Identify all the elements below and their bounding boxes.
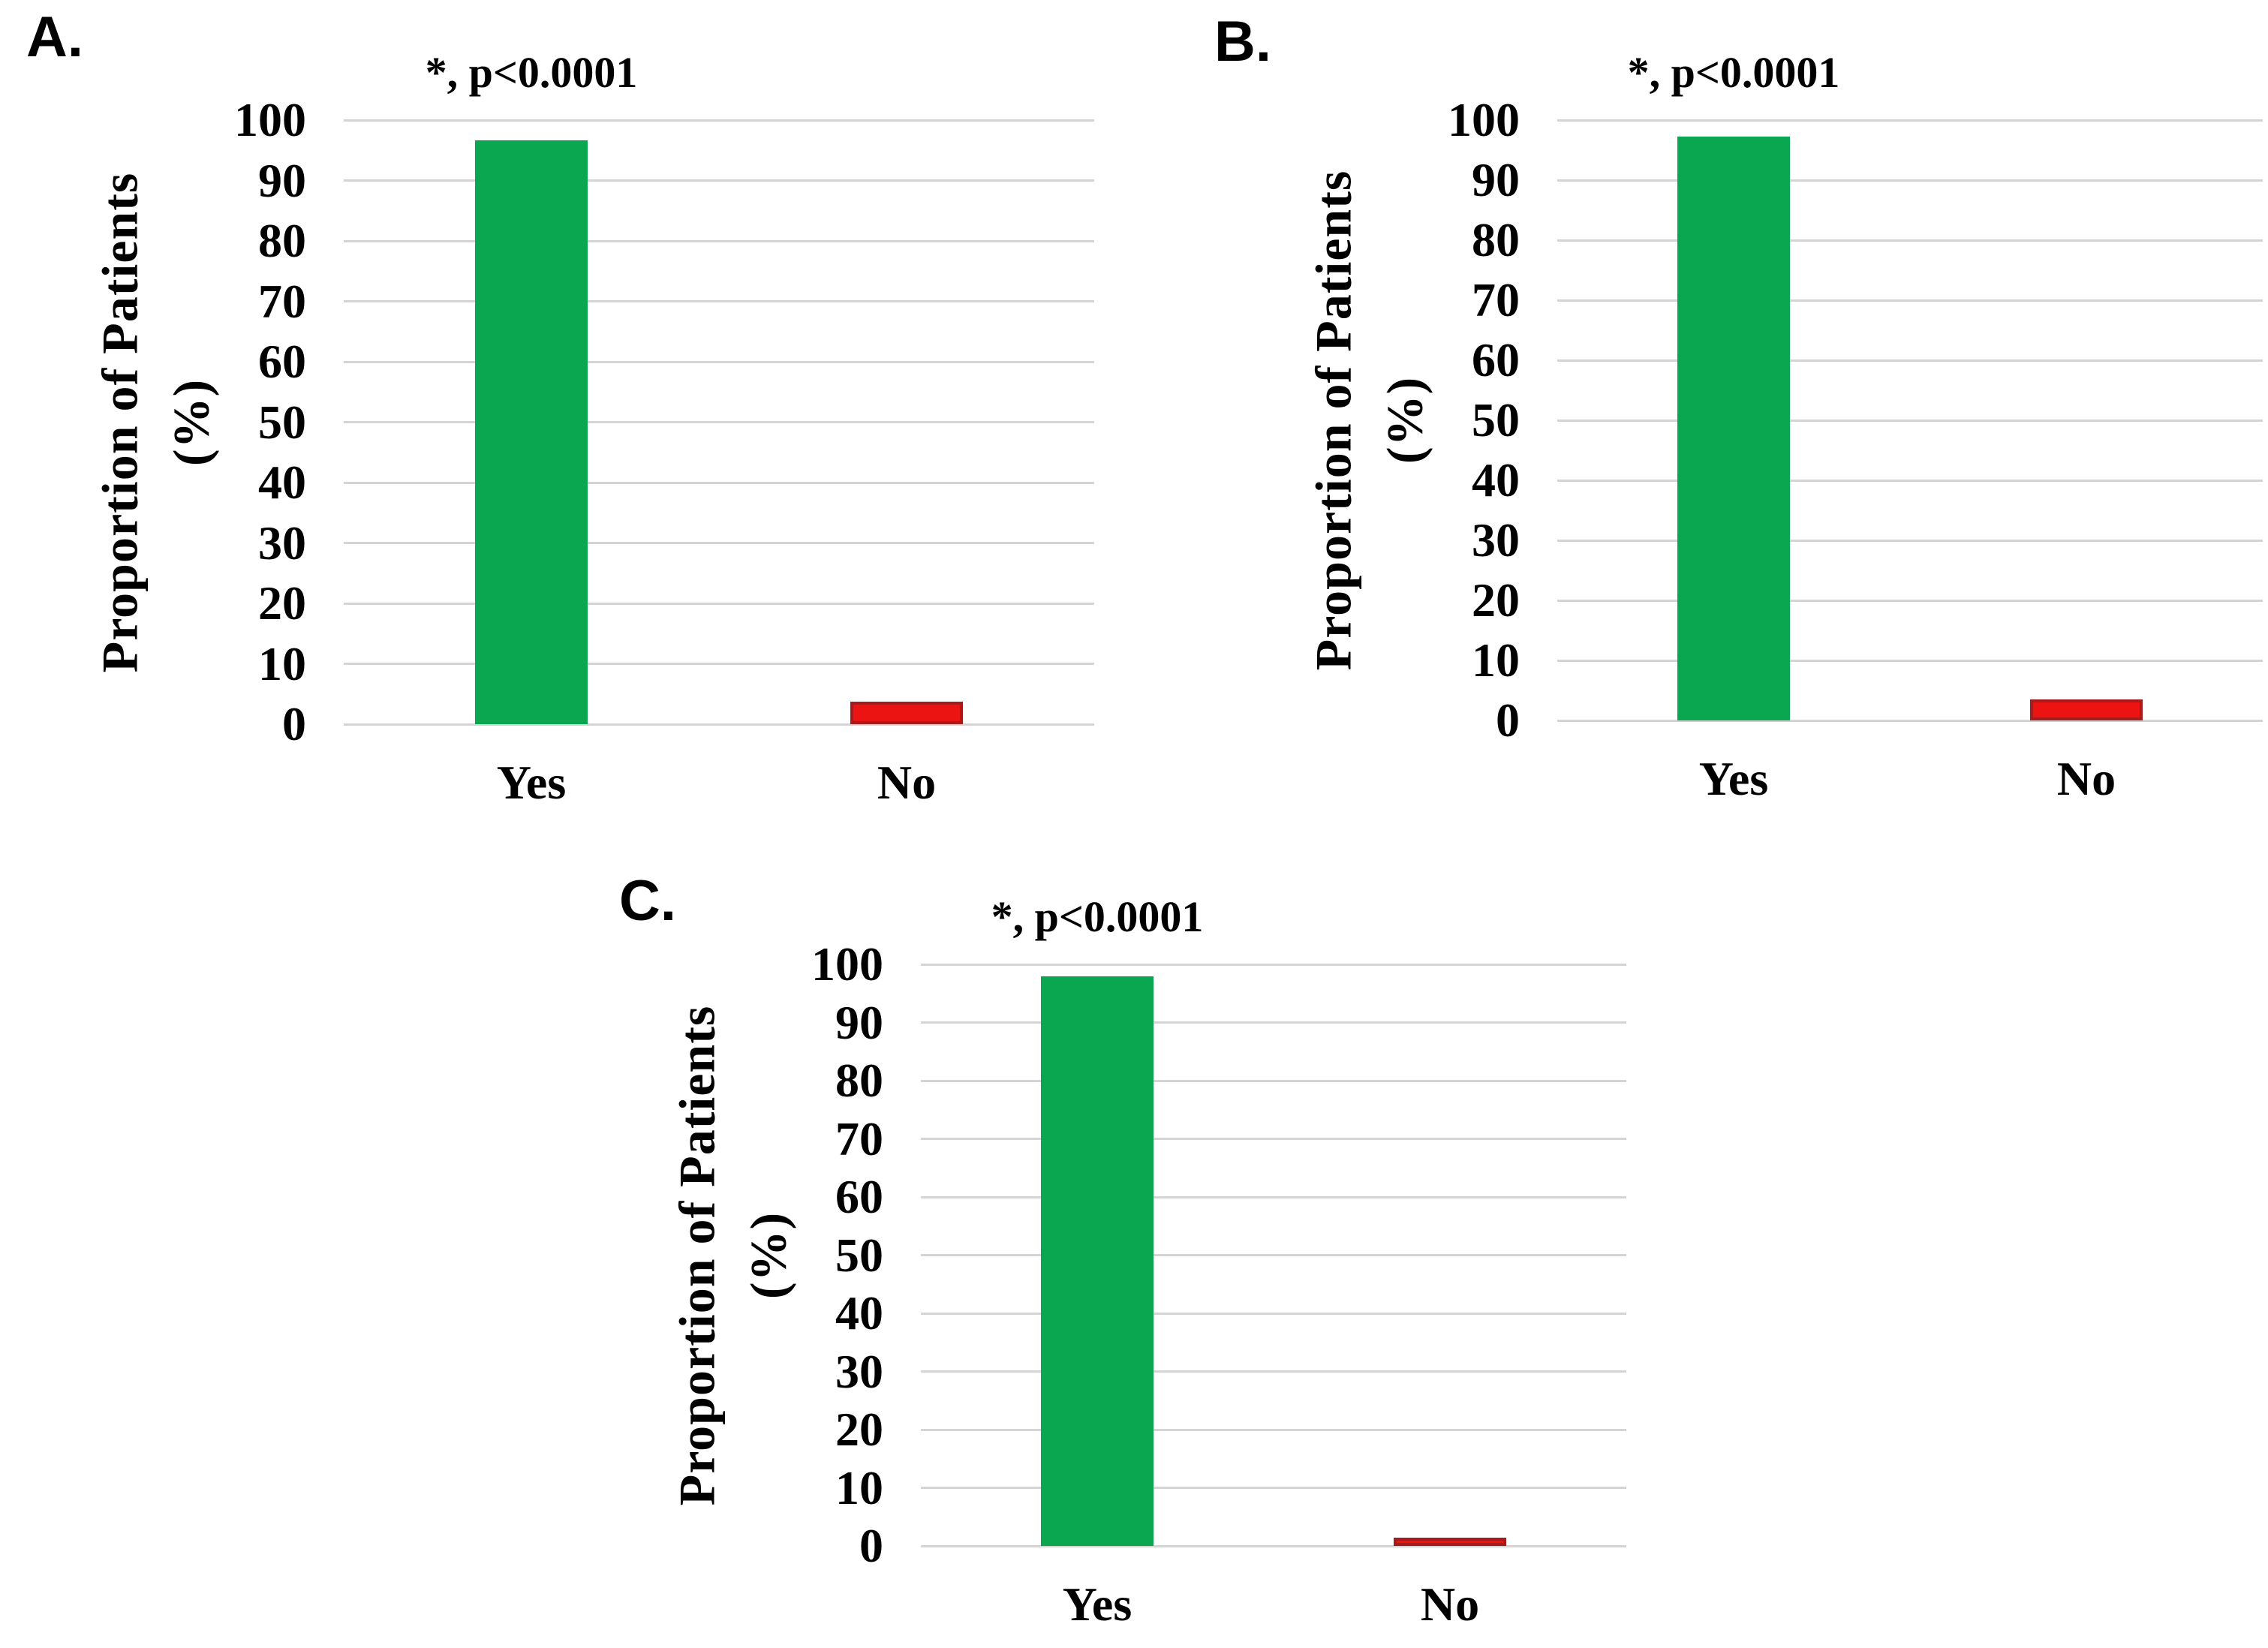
y-tick-label: 70 [258, 274, 306, 328]
y-tick-label: 100 [1448, 93, 1520, 146]
significance-annotation: *, p<0.0001 [991, 892, 1204, 941]
category-label-no: No [877, 756, 937, 809]
y-tick-label: 60 [1472, 333, 1520, 386]
significance-annotation: *, p<0.0001 [1627, 48, 1840, 97]
y-tick-label: 20 [835, 1403, 883, 1456]
plot-area [1557, 119, 2263, 722]
gridline [921, 1487, 1626, 1489]
figure-panel-label: B. [1214, 10, 1271, 74]
y-tick-label: 100 [234, 93, 306, 146]
y-tick-label: 50 [258, 395, 306, 449]
y-tick-label: 60 [258, 335, 306, 388]
y-tick-label: 0 [282, 697, 306, 750]
gridline [344, 542, 1094, 544]
category-label-yes: Yes [1062, 1577, 1132, 1631]
significance-annotation: *, p<0.0001 [425, 48, 638, 97]
gridline [344, 663, 1094, 665]
gridline [1557, 299, 2263, 302]
y-tick-label: 40 [258, 456, 306, 509]
plot-area [344, 119, 1094, 726]
y-tick-label: 50 [835, 1228, 883, 1282]
gridline [1557, 119, 2263, 122]
category-label-no: No [1420, 1577, 1480, 1631]
gridline [921, 1370, 1626, 1373]
gridline [1557, 479, 2263, 482]
gridline [344, 300, 1094, 302]
y-tick-label: 10 [258, 636, 306, 690]
gridline [344, 421, 1094, 423]
gridline [344, 360, 1094, 363]
bar-no [850, 702, 963, 724]
y-tick-label: 0 [859, 1519, 883, 1572]
gridline [921, 1195, 1626, 1198]
category-label-yes: Yes [1698, 752, 1769, 805]
y-tick-label: 80 [258, 214, 306, 267]
gridline [1557, 419, 2263, 422]
y-tick-label: 30 [835, 1344, 883, 1398]
y-tick-label: 30 [1472, 513, 1520, 567]
gridline [921, 1021, 1626, 1024]
y-tick-label: 90 [1472, 153, 1520, 206]
gridline [1557, 359, 2263, 362]
gridline [921, 1428, 1626, 1431]
y-tick-label: 90 [258, 153, 306, 207]
figure-panel-label: A. [26, 5, 83, 69]
y-tick-label: 60 [835, 1170, 883, 1223]
y-tick-label: 90 [835, 995, 883, 1049]
gridline [344, 179, 1094, 182]
figure-panel-label: C. [619, 869, 676, 933]
y-tick-label: 40 [1472, 453, 1520, 507]
gridline [921, 1138, 1626, 1140]
gridline [344, 723, 1094, 726]
gridline [344, 602, 1094, 605]
category-label-yes: Yes [496, 756, 567, 809]
y-tick-label: 100 [811, 937, 883, 991]
gridline [921, 1312, 1626, 1315]
chart-panel-a: A. *, p<0.0001 Proportion of Patients (%… [19, 8, 1102, 822]
y-tick-label: 30 [258, 516, 306, 570]
gridline [344, 239, 1094, 242]
y-tick-label: 70 [835, 1111, 883, 1165]
bar-no [1394, 1538, 1506, 1546]
y-tick-label: 40 [835, 1286, 883, 1340]
bar-yes [475, 140, 588, 724]
y-tick-label: 20 [1472, 573, 1520, 627]
gridline [1557, 719, 2263, 722]
gridline [921, 1544, 1626, 1547]
y-tick-label: 0 [1496, 693, 1520, 747]
gridline [1557, 179, 2263, 182]
y-tick-label: 70 [1472, 273, 1520, 326]
gridline [1557, 239, 2263, 242]
y-tick-label: 10 [1472, 633, 1520, 687]
gridline [921, 1254, 1626, 1256]
y-tick-label: 10 [835, 1460, 883, 1514]
y-tick-label: 80 [1472, 213, 1520, 266]
y-tick-label: 80 [835, 1054, 883, 1107]
chart-panel-b: B. *, p<0.0001 Proportion of Patients (%… [1193, 8, 2268, 818]
bar-yes [1041, 976, 1154, 1546]
gridline [344, 119, 1094, 122]
y-tick-label: 50 [1472, 393, 1520, 447]
bar-no [2030, 699, 2143, 720]
gridline [1557, 539, 2263, 542]
plot-area [921, 963, 1626, 1547]
gridline [344, 481, 1094, 484]
chart-panel-c: C. *, p<0.0001 Proportion of Patients (%… [612, 867, 1634, 1643]
gridline [1557, 659, 2263, 662]
gridline [921, 1079, 1626, 1082]
gridline [1557, 599, 2263, 602]
gridline [921, 963, 1626, 966]
bar-yes [1677, 137, 1790, 720]
y-tick-label: 20 [258, 576, 306, 630]
category-label-no: No [2056, 752, 2116, 805]
